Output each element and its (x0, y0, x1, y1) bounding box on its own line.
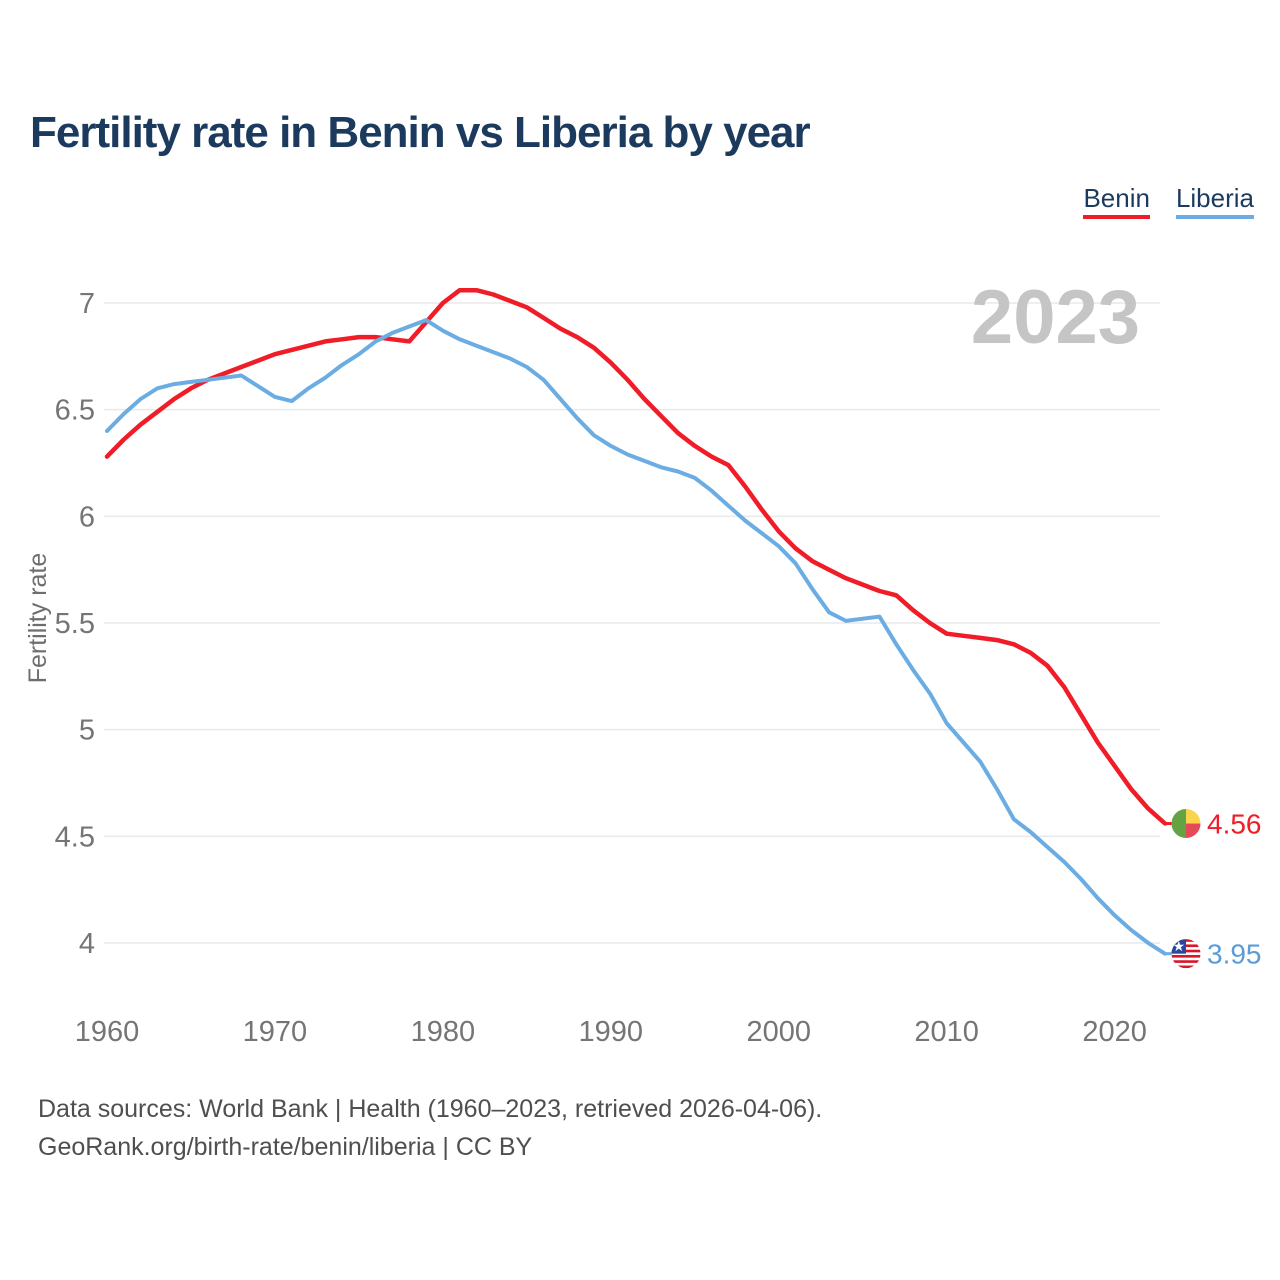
y-axis-tick-labels: 7 6.5 6 5.5 5 4.5 4 (55, 288, 95, 960)
x-tick-label: 1990 (579, 1016, 644, 1048)
benin-end-value: 4.56 (1207, 809, 1262, 840)
source-attribution: Data sources: World Bank | Health (1960–… (38, 1090, 822, 1166)
legend-item-benin[interactable]: Benin (1083, 184, 1150, 219)
gridlines (104, 302, 1160, 944)
legend-underline-benin (1083, 215, 1150, 219)
y-tick-label: 7 (79, 288, 95, 320)
source-line-1: Data sources: World Bank | Health (1960–… (38, 1095, 823, 1123)
page-title: Fertility rate in Benin vs Liberia by ye… (30, 108, 811, 157)
y-tick-label: 6.5 (55, 395, 95, 427)
legend-label-benin: Benin (1083, 183, 1150, 213)
liberia-line[interactable] (105, 318, 1167, 956)
y-tick-label: 4.5 (55, 821, 95, 853)
y-axis-title: Fertility rate (24, 553, 52, 684)
legend-item-liberia[interactable]: Liberia (1175, 183, 1254, 219)
y-tick-label: 5 (79, 715, 95, 747)
y-tick-label: 4 (79, 928, 95, 960)
benin-flag-icon (1171, 809, 1201, 839)
x-tick-label: 1960 (75, 1016, 140, 1048)
x-tick-label: 2000 (746, 1016, 811, 1048)
x-tick-label: 2010 (914, 1016, 979, 1048)
liberia-flag-icon: ★ (1171, 938, 1201, 969)
benin-line[interactable] (104, 287, 1168, 826)
y-tick-label: 5.5 (55, 608, 95, 640)
y-tick-label: 6 (79, 501, 95, 533)
x-axis-tick-labels: 1960 1970 1980 1990 2000 2010 2020 (75, 1016, 1147, 1048)
svg-text:★: ★ (1172, 938, 1185, 954)
source-line-2: GeoRank.org/birth-rate/benin/liberia | C… (38, 1133, 533, 1161)
legend: Benin Liberia (1083, 184, 1254, 219)
liberia-end-value: 3.95 (1207, 939, 1262, 970)
legend-label-liberia: Liberia (1175, 183, 1254, 213)
x-tick-label: 1970 (243, 1016, 308, 1048)
watermark-year: 2023 (971, 275, 1140, 360)
x-tick-label: 2020 (1082, 1016, 1147, 1048)
legend-underline-liberia (1175, 215, 1254, 219)
x-tick-label: 1980 (411, 1016, 476, 1048)
